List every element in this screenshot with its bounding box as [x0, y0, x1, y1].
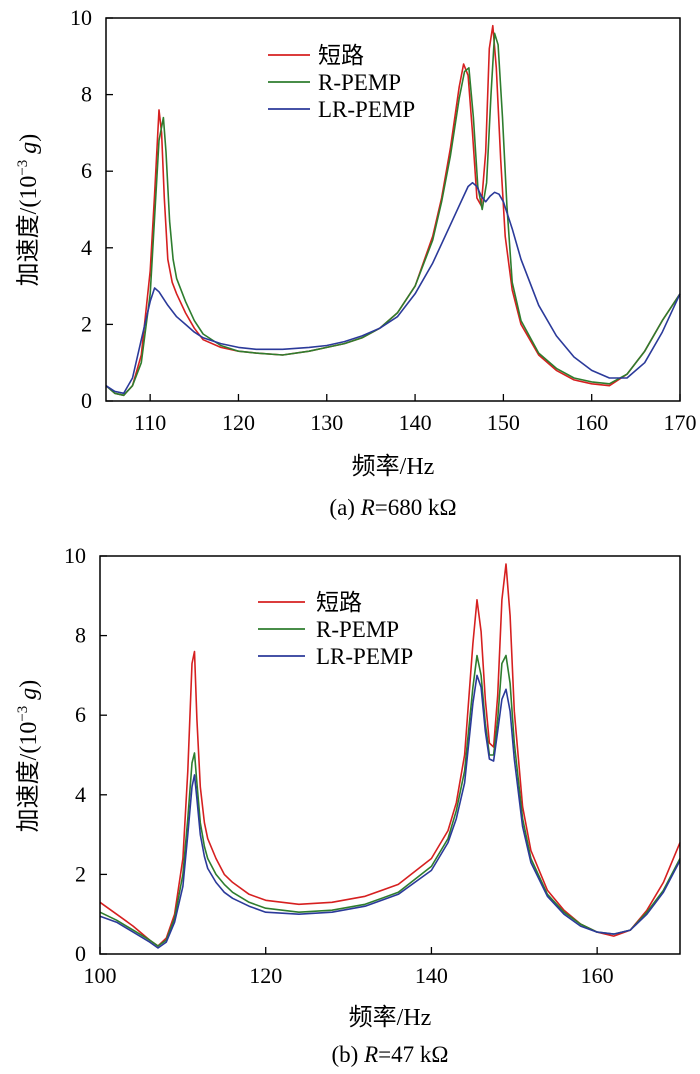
- x-tick-label-a: 160: [575, 410, 608, 435]
- x-tick-label-b: 120: [249, 963, 282, 988]
- y-tick-label-a: 10: [70, 5, 92, 30]
- y-tick-label-b: 2: [75, 861, 86, 886]
- y-tick-label-a: 0: [81, 388, 92, 413]
- y-tick-label-b: 10: [64, 543, 86, 568]
- x-tick-label-a: 170: [664, 410, 697, 435]
- y-tick-label-b: 8: [75, 623, 86, 648]
- x-axis-title-a: 频率/Hz: [352, 453, 435, 480]
- y-tick-label-b: 4: [75, 782, 86, 807]
- x-tick-label-a: 140: [399, 410, 432, 435]
- y-tick-label-a: 6: [81, 158, 92, 183]
- legend-label-lr-pemp: LR-PEMP: [318, 97, 415, 122]
- x-tick-label-b: 100: [84, 963, 117, 988]
- caption-a: (a) R=680 kΩ: [329, 495, 456, 520]
- legend-label-r-pemp: R-PEMP: [318, 70, 401, 95]
- y-axis-title-b: 加速度/(10−3 g): [15, 680, 42, 833]
- y-tick-label-b: 6: [75, 702, 86, 727]
- plot-frame-a: [105, 17, 681, 402]
- x-tick-label-a: 120: [222, 410, 255, 435]
- legend-a: 短路 R-PEMP LR-PEMP: [268, 43, 415, 122]
- chart-panel-a: 110 120 130 140 150 160 170 0 2 4 6 8 10 频率/Hz 加速度/(…: [15, 5, 697, 520]
- legend-label-short-circuit: 短路: [318, 43, 364, 68]
- legend-label-short-circuit: 短路: [316, 590, 362, 615]
- x-tick-label-a: 130: [310, 410, 343, 435]
- y-tick-label-a: 2: [81, 311, 92, 336]
- series-line-r-pemp-a: [105, 32, 681, 397]
- x-tick-label-b: 160: [581, 963, 614, 988]
- legend-label-r-pemp: R-PEMP: [316, 617, 399, 642]
- x-axis-title-b: 频率/Hz: [349, 1004, 432, 1031]
- x-tick-label-a: 150: [487, 410, 520, 435]
- caption-b: (b) R=47 kΩ: [332, 1042, 449, 1067]
- series-line-r-pemp-b: [99, 654, 681, 947]
- y-tick-label-a: 4: [81, 235, 92, 260]
- legend-label-lr-pemp: LR-PEMP: [316, 644, 413, 669]
- y-axis-title-a: 加速度/(10−3 g): [15, 134, 42, 287]
- x-tick-label-a: 110: [134, 410, 166, 435]
- y-tick-label-a: 8: [81, 82, 92, 107]
- series-line-lr-pemp-b: [99, 674, 681, 949]
- legend-b: 短路 R-PEMP LR-PEMP: [258, 590, 413, 669]
- x-tick-label-b: 140: [415, 963, 448, 988]
- series-line-lr-pemp-a: [105, 181, 681, 395]
- y-tick-label-b: 0: [75, 941, 86, 966]
- chart-panel-b: 100 120 140 160 0 2 4 6 8 10 频率/Hz 加速度/(10−3 g) 短…: [15, 543, 681, 1067]
- plot-frame-b: [99, 555, 681, 955]
- series-line-short-circuit-b: [99, 563, 681, 947]
